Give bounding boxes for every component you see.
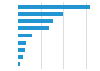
Bar — [18, 12, 63, 16]
Bar — [18, 19, 53, 23]
Bar — [18, 55, 23, 59]
Bar — [18, 34, 32, 37]
Bar — [18, 62, 20, 66]
Bar — [18, 5, 90, 9]
Bar — [18, 26, 49, 30]
Bar — [18, 41, 26, 45]
Bar — [18, 48, 25, 52]
